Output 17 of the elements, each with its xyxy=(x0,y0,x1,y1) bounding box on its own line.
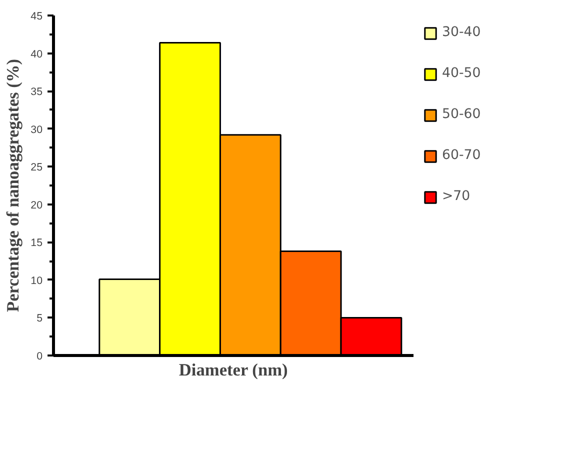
legend-label: >70 xyxy=(442,189,470,204)
y-tick-label: 10 xyxy=(30,274,43,287)
y-tick-label: 35 xyxy=(30,86,43,98)
legend-label: 50-60 xyxy=(442,107,481,122)
y-tick-label: 15 xyxy=(30,237,43,250)
legend-label: 40-50 xyxy=(442,66,481,81)
legend-label: 60-70 xyxy=(442,148,481,163)
legend-label: 30-40 xyxy=(442,25,481,40)
y-axis-title: Percentage of nanoaggregates (%) xyxy=(4,58,23,312)
y-tick-label: 5 xyxy=(36,312,43,325)
y-tick-label: 0 xyxy=(36,350,43,362)
x-axis-title: Diameter (nm) xyxy=(178,360,288,380)
y-tick-label: 45 xyxy=(30,10,43,22)
y-tick-label: 30 xyxy=(30,124,43,136)
y-tick-label: 40 xyxy=(30,48,43,60)
y-tick-label: 25 xyxy=(30,162,43,174)
y-tick-label: 20 xyxy=(30,199,43,212)
